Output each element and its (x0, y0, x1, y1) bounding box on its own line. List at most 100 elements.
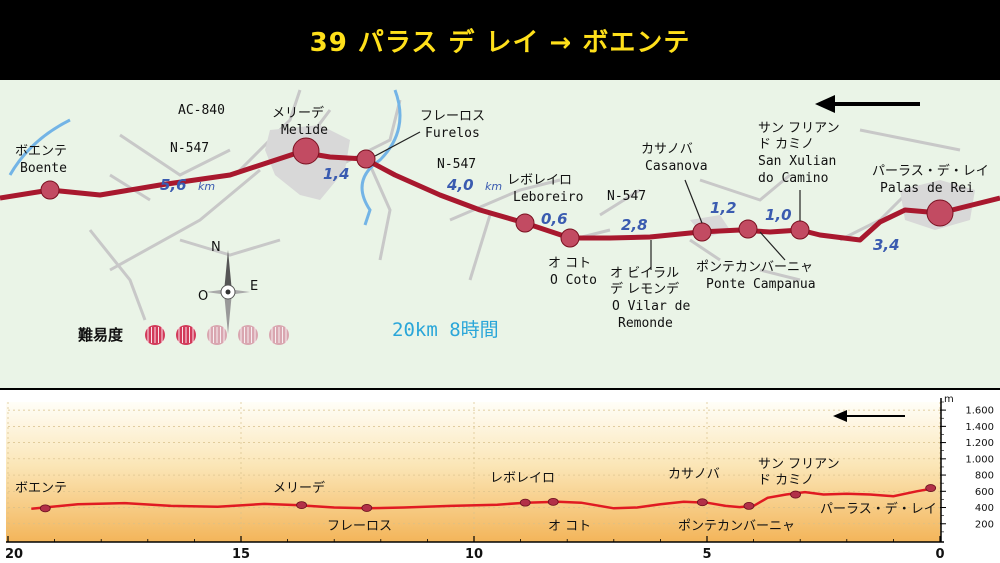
profile-label-melide: メリーデ (273, 480, 325, 496)
elevation-profile: 1.600 1.400 1.200 1.000 800 600 400 200 20 15 10 5… (0, 390, 1000, 563)
place-leboreiro-alt: Leboreiro (513, 190, 583, 205)
main-route (0, 149, 1000, 243)
x-tick-label: 0 (935, 547, 944, 562)
road-n547-c: N-547 (607, 189, 646, 204)
profile-label-ponte: ポンテカンバーニャ (678, 519, 795, 534)
place-ponte-campanua: ポンテカンバーニャ (696, 260, 813, 275)
profile-marker (39, 504, 51, 513)
node-melide (292, 137, 320, 165)
profile-label-o-coto: オ コト (548, 519, 591, 534)
y-tick-label: 400 (975, 503, 994, 514)
profile-marker (743, 502, 755, 510)
y-tick-label: 800 (975, 471, 994, 482)
leader-lines (374, 131, 801, 270)
profile-label-furelos: フレーロス (327, 519, 392, 534)
dist-6: 1,2 (710, 199, 737, 217)
profile-marker (361, 504, 373, 512)
x-tick-label: 10 (465, 547, 483, 562)
difficulty-shell-filled-icon (145, 325, 165, 345)
profile-marker (696, 498, 708, 507)
profile-marker (547, 497, 559, 506)
compass-o: O (198, 289, 208, 304)
road-n547-a: N-547 (170, 141, 209, 156)
place-casanova-alt: Casanova (645, 159, 708, 174)
profile-label-casanova: カサノバ (668, 467, 720, 482)
place-o-vilar-alt: O Vilar de (612, 299, 690, 314)
difficulty-shell-empty-icon (238, 325, 258, 345)
dist-7: 1,0 (765, 206, 792, 224)
road-ac840: AC-840 (178, 103, 225, 118)
profile-label-palas: パーラス・デ・レイ (820, 501, 937, 517)
node-palas (926, 199, 954, 227)
place-casanova: カサノバ (641, 142, 693, 157)
profile-marker (925, 484, 937, 492)
place-o-coto-alt: O Coto (550, 273, 597, 288)
place-melide-alt: Melide (281, 123, 328, 138)
profile-marker (296, 501, 307, 509)
difficulty-label: 難易度 (78, 326, 124, 344)
profile-marker (790, 490, 801, 499)
map-canvas: N O E ボエンテ Boente メリーデ Melide フレーロス Fure… (0, 89, 1000, 345)
place-o-vilar-alt2: Remonde (618, 316, 673, 331)
difficulty-shell-empty-icon (207, 325, 227, 345)
y-tick-label: 200 (975, 519, 994, 530)
node-o-coto (560, 228, 580, 248)
place-furelos: フレーロス (420, 109, 485, 124)
profile-canvas: 1.600 1.400 1.200 1.000 800 600 400 200 20 15 10 5… (5, 394, 994, 562)
dist-5: 2,8 (621, 216, 648, 234)
river-boente (8, 118, 71, 176)
node-casanova (692, 222, 712, 242)
place-palas: パーラス・デ・レイ (872, 163, 989, 179)
compass-n: N (211, 240, 221, 255)
x-tick-label: 20 (5, 547, 23, 562)
difficulty-shell-filled-icon (176, 325, 196, 345)
place-o-coto: オ コト (548, 256, 591, 271)
node-leboreiro (515, 213, 535, 233)
y-tick-label: 1.600 (965, 406, 994, 417)
node-san-xulian (790, 220, 810, 240)
river-furelos (360, 89, 402, 226)
profile-marker (519, 498, 531, 507)
y-tick-label: 1.000 (965, 454, 994, 465)
elevation-line (31, 486, 936, 510)
place-boente: ボエンテ (15, 144, 67, 159)
x-tick-label: 15 (232, 547, 250, 562)
place-san-xulian-alt: San Xulian (758, 154, 836, 169)
profile-grid (7, 402, 941, 542)
place-furelos-alt: Furelos (425, 126, 480, 141)
dist-1-unit: km (198, 180, 215, 193)
profile-label-san-xulian: サン フリアン (758, 457, 840, 472)
dist-4: 0,6 (541, 210, 568, 228)
place-leboreiro: レボレイロ (507, 173, 572, 188)
place-palas-alt: Palas de Rei (880, 181, 974, 196)
dist-1: 5,6 (160, 176, 187, 194)
profile-markers (39, 484, 937, 513)
profile-direction-arrow-icon (833, 410, 905, 422)
profile-background (6, 402, 941, 542)
place-ponte-campanua-alt: Ponte Campanua (706, 277, 816, 292)
title-bar: 39 パラス デ レイ → ボエンテ (0, 0, 1000, 80)
road-n547-b: N-547 (437, 157, 476, 172)
node-furelos (356, 149, 376, 169)
dist-3: 4,0 (446, 176, 474, 194)
place-melide: メリーデ (272, 105, 324, 121)
route-summary: 20km 8時間 (392, 319, 499, 341)
dist-8: 3,4 (873, 236, 900, 254)
difficulty-rating (145, 325, 289, 345)
dist-3-unit: km (485, 180, 502, 193)
node-boente (40, 180, 60, 200)
place-san-xulian-2: ド カミノ (758, 137, 814, 152)
y-tick-label: 1.200 (965, 438, 994, 449)
profile-y-unit: m (944, 394, 954, 405)
node-ponte-campanua (738, 219, 758, 239)
direction-arrow-icon (815, 95, 920, 113)
place-o-vilar-2: デ レモンデ (610, 281, 679, 297)
y-tick-label: 1.400 (965, 422, 994, 433)
place-san-xulian-alt2: do Camino (758, 171, 828, 186)
place-boente-alt: Boente (20, 161, 67, 176)
dist-2: 1,4 (323, 165, 350, 183)
profile-label-leboreiro: レボレイロ (490, 471, 555, 486)
compass-icon (206, 250, 250, 334)
place-o-vilar: オ ビイラル (610, 266, 679, 281)
profile-x-axis: 20 15 10 5 0 (5, 536, 945, 562)
